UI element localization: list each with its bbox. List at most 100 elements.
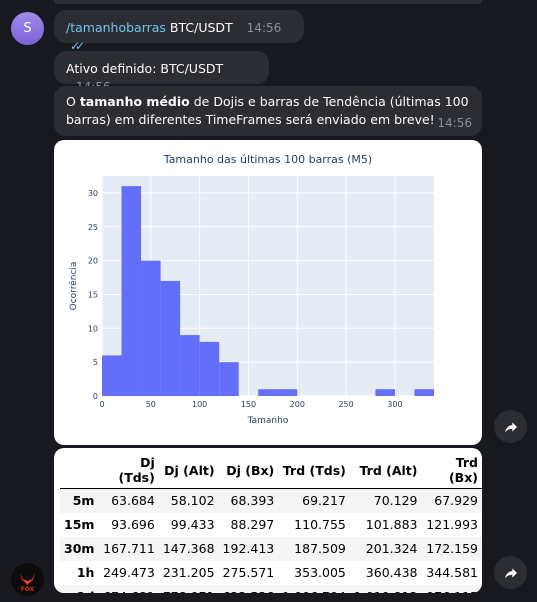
table-cell: 201.324 xyxy=(365,541,418,556)
table-row: 1h 249.473 231.205 275.571 353.005 360.438 344… xyxy=(60,561,482,585)
column-header xyxy=(60,452,99,489)
y-tick-label: 20 xyxy=(88,257,98,266)
reply-text-post: de Dojis e barras de Tendência (últimas … xyxy=(66,94,469,127)
row-header-timeframe: 30m xyxy=(64,541,95,556)
forward-arrow-icon xyxy=(504,567,517,578)
y-tick-label: 0 xyxy=(93,392,98,401)
stats-table-image-message[interactable]: Dj (Tds) Dj (Alt) Dj (Bx) Trd (Tds) Trd (Alt… xyxy=(54,448,482,593)
row-header-timeframe: 1d xyxy=(60,585,98,593)
x-tick-label: 200 xyxy=(290,400,305,409)
histogram-bar xyxy=(160,280,181,396)
table-cell: 68.393 xyxy=(230,493,275,509)
histogram-bar xyxy=(141,260,161,396)
histogram-bar xyxy=(277,389,298,396)
y-tick-label: 25 xyxy=(88,223,98,232)
y-tick-label: 30 xyxy=(88,189,98,198)
histogram-bar xyxy=(180,335,200,396)
table-cell: 110.755 xyxy=(294,517,346,532)
y-tick-label: 5 xyxy=(93,358,98,367)
reply-message-asset[interactable]: Ativo definido: BTC/USDT 14:56 xyxy=(54,51,269,94)
row-header-timeframe: 1h xyxy=(76,565,95,580)
table-cell: 353.005 xyxy=(294,565,346,580)
x-tick-label: 300 xyxy=(387,400,402,409)
table-cell: 976.115 xyxy=(422,585,483,593)
chart-title: Tamanho das últimas 100 barras (M5) xyxy=(163,153,373,166)
table-cell: 67.929 xyxy=(434,493,478,509)
histogram-bar xyxy=(414,389,434,396)
histogram-bar xyxy=(121,186,142,396)
row-header-timeframe: 5m xyxy=(72,493,95,509)
table-row: 30m 167.711 147.368 192.413 187.509 201.324 17… xyxy=(60,536,482,561)
table-cell: 249.473 xyxy=(103,565,155,580)
command-text: BTC/USDT xyxy=(165,20,233,35)
y-tick-label: 10 xyxy=(88,324,98,333)
table-cell: 360.438 xyxy=(365,565,418,580)
table-row: 5m 63.684 58.102 68.393 69.217 70.129 67.929 xyxy=(60,488,482,513)
x-tick-label: 250 xyxy=(338,400,353,409)
x-tick-label: 50 xyxy=(146,400,156,409)
user-avatar[interactable]: S xyxy=(11,12,44,45)
column-header: Trd (Tds) xyxy=(278,452,350,489)
table-cell: 1,006.704 xyxy=(278,585,350,593)
table-cell: 192.413 xyxy=(222,541,275,556)
reply-message-info[interactable]: O tamanho médio de Dojis e barras de Ten… xyxy=(54,86,482,136)
table-cell: 344.581 xyxy=(426,565,478,580)
column-header: Dj (Bx) xyxy=(218,452,279,489)
table-cell: 147.368 xyxy=(162,541,215,556)
x-tick-label: 100 xyxy=(192,400,207,409)
row-header-timeframe: 15m xyxy=(64,517,95,532)
reply-text: Ativo definido: BTC/USDT xyxy=(66,61,224,76)
x-axis-label: Tamanho xyxy=(247,416,289,426)
stats-table: Dj (Tds) Dj (Alt) Dj (Bx) Trd (Tds) Trd (Alt… xyxy=(60,452,482,593)
previous-message-edge xyxy=(54,0,482,4)
x-tick-label: 150 xyxy=(241,400,256,409)
table-cell: 674.681 xyxy=(98,585,158,593)
column-header: Dj (Alt) xyxy=(158,452,219,489)
table-cell: 167.711 xyxy=(103,541,155,556)
table-cell: 622.536 xyxy=(219,585,279,593)
table-body: 5m 63.684 58.102 68.393 69.217 70.129 67.929 15… xyxy=(60,488,483,593)
y-tick-label: 15 xyxy=(88,290,98,299)
forward-arrow-icon xyxy=(504,421,517,432)
reply-text-bold: tamanho médio xyxy=(79,94,190,109)
table-cell: 88.297 xyxy=(230,517,275,532)
histogram-bar xyxy=(102,355,122,396)
table-cell: 70.129 xyxy=(373,493,418,509)
table-cell: 1,019.813 xyxy=(350,585,422,593)
table-cell: 69.217 xyxy=(302,493,346,509)
table-cell: 101.883 xyxy=(365,517,418,532)
histogram-image-message[interactable]: Tamanho das últimas 100 barras (M5) 0 50 1… xyxy=(54,140,482,445)
table-cell: 778.971 xyxy=(159,585,219,593)
user-avatar-letter: S xyxy=(23,21,32,36)
table-cell: 63.684 xyxy=(111,493,155,509)
forward-button[interactable] xyxy=(494,410,527,443)
histogram-bar xyxy=(258,389,278,396)
message-time: 14:56 xyxy=(246,21,282,35)
table-cell: 93.696 xyxy=(111,517,155,532)
command-link[interactable]: /tamanhobarras xyxy=(66,20,166,35)
command-message[interactable]: /tamanhobarras BTC/USDT 14:56 ✓✓ xyxy=(54,10,304,53)
table-cell: 58.102 xyxy=(170,493,215,509)
table-cell: 121.993 xyxy=(426,517,478,532)
histogram-bar xyxy=(219,362,239,396)
histogram-bar xyxy=(199,341,220,396)
y-axis-label: Ocorrência xyxy=(68,262,79,311)
table-cell: 231.205 xyxy=(162,565,215,580)
bot-avatar[interactable]: FOX xyxy=(11,563,44,596)
message-time: 14:56 xyxy=(437,116,472,130)
table-cell: 187.509 xyxy=(294,541,346,556)
histogram-chart: 0 50 100 150 200 250 300 0 5 10 15 20 25 30 Tamanho Oco… xyxy=(68,176,434,426)
histogram-bar xyxy=(375,389,395,396)
table-cell: 99.433 xyxy=(170,517,215,532)
forward-button[interactable] xyxy=(494,556,527,589)
table-cell: 172.159 xyxy=(426,541,478,556)
table-row: 1d674.681778.971622.5361,006.7041,019.81… xyxy=(60,584,483,593)
table-cell: 275.571 xyxy=(222,565,275,580)
fox-logo-icon: FOX xyxy=(20,573,35,593)
column-header: Trd (Bx) xyxy=(421,452,482,489)
bot-avatar-text: FOX xyxy=(21,586,35,593)
reply-text-pre: O xyxy=(66,94,80,109)
x-tick-label: 0 xyxy=(99,400,104,409)
column-header: Trd (Alt) xyxy=(349,452,422,489)
table-header-row: Dj (Tds) Dj (Alt) Dj (Bx) Trd (Tds) Trd (Alt… xyxy=(60,452,482,489)
